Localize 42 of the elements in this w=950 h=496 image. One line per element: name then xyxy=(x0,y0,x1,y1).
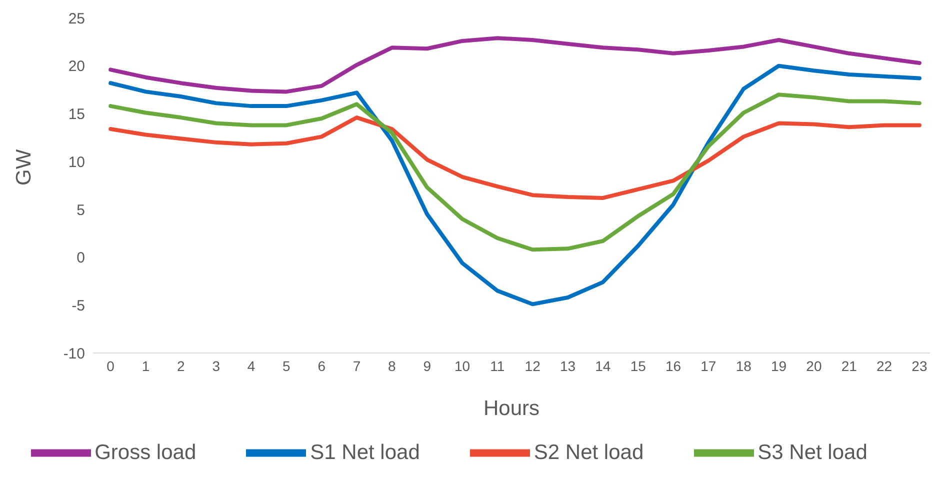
x-tick-label: 2 xyxy=(177,358,186,374)
x-tick-label: 17 xyxy=(700,358,716,374)
x-tick-label: 10 xyxy=(454,358,470,374)
x-tick-label: 11 xyxy=(490,358,505,374)
x-tick-label: 12 xyxy=(524,358,541,374)
line-series xyxy=(108,116,922,200)
line-series xyxy=(108,64,922,306)
x-tick-label: 16 xyxy=(665,358,682,374)
line-series xyxy=(108,36,922,94)
x-tick-label: 5 xyxy=(282,358,291,374)
x-tick-label: 13 xyxy=(560,358,576,374)
x-tick-label: 1 xyxy=(142,358,150,374)
x-tick-label: 21 xyxy=(841,358,858,374)
y-tick-label: 10 xyxy=(68,154,85,171)
legend-label: S3 Net load xyxy=(758,440,868,464)
y-tick-label: 5 xyxy=(76,202,85,219)
x-tick-label: 6 xyxy=(318,358,326,374)
x-tick-label: 8 xyxy=(388,358,396,374)
legend-label: S2 Net load xyxy=(534,440,644,464)
x-tick-label: 22 xyxy=(876,358,892,374)
y-tick-label: 25 xyxy=(68,10,85,28)
y-tick-label: -10 xyxy=(63,345,85,362)
x-tick-label: 14 xyxy=(595,358,611,374)
x-tick-label: 3 xyxy=(212,358,220,374)
x-tick-label: 20 xyxy=(806,358,822,374)
x-tick-label: 19 xyxy=(770,358,787,374)
x-tick-label: 15 xyxy=(630,358,646,374)
x-tick-label: 9 xyxy=(423,358,432,374)
legend-label: S1 Net load xyxy=(310,440,420,464)
y-tick-label: 0 xyxy=(76,250,85,267)
y-tick-label: -5 xyxy=(72,297,85,314)
legend-label: Gross load xyxy=(94,440,196,464)
y-tick-label: 15 xyxy=(68,106,85,124)
y-tick-label: 20 xyxy=(68,58,85,76)
x-tick-label: 18 xyxy=(736,358,752,374)
line-series xyxy=(108,92,922,252)
y-axis-title: GW xyxy=(12,149,36,186)
x-tick-label: 4 xyxy=(247,358,256,374)
x-axis-title: Hours xyxy=(483,397,540,420)
x-tick-label: 0 xyxy=(106,358,115,374)
x-tick-label: 23 xyxy=(912,358,928,374)
x-tick-label: 7 xyxy=(352,358,361,374)
